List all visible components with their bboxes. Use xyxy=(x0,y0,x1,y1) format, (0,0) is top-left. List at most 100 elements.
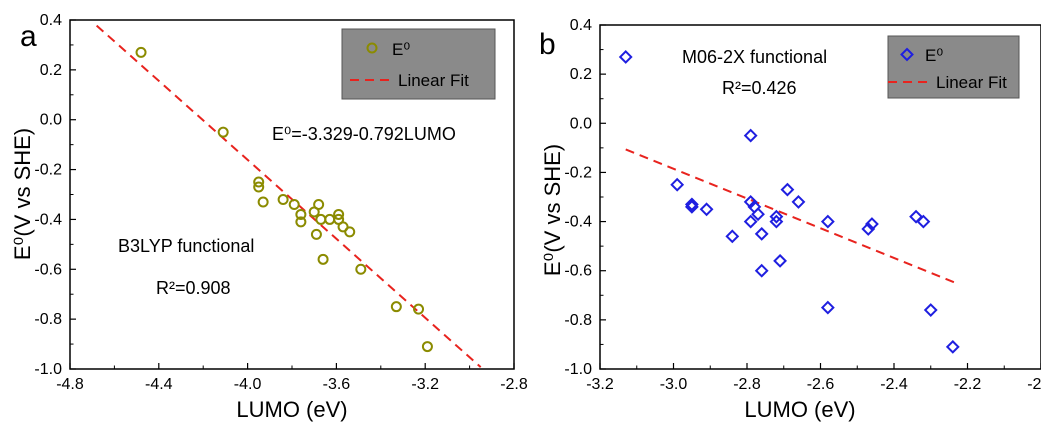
data-point-a xyxy=(324,213,336,225)
data-point-a xyxy=(295,216,307,228)
data-point-b xyxy=(916,214,931,229)
x-tick-label-a: -4.0 xyxy=(234,376,262,393)
panel-letter-b: b xyxy=(539,28,556,61)
data-point-a xyxy=(413,303,425,315)
legend-b: E⁰ Linear Fit xyxy=(887,35,1020,99)
x-tick-label-b: -2.8 xyxy=(733,376,761,393)
annotation-r2-a: R²=0.908 xyxy=(156,278,231,298)
data-point-b xyxy=(923,303,938,317)
data-point-a xyxy=(333,208,345,220)
x-tick-label-a: -3.2 xyxy=(411,376,439,393)
y-tick-label-b: -1.0 xyxy=(564,361,592,378)
data-point-b xyxy=(725,229,740,244)
data-point-b xyxy=(861,222,876,236)
x-tick-label-b: -3.2 xyxy=(586,376,614,393)
panel-letter-a: a xyxy=(20,20,37,53)
data-point-b xyxy=(670,177,685,192)
data-point-b xyxy=(820,214,835,229)
legend-box-a xyxy=(341,28,496,100)
legend-a: E⁰ Linear Fit xyxy=(341,28,496,100)
data-point-b xyxy=(754,226,769,241)
y-tick-label-a: 0.0 xyxy=(40,112,62,129)
y-tick-label-a: -0.8 xyxy=(34,311,62,328)
data-point-a xyxy=(135,46,147,58)
data-point-a xyxy=(421,341,433,353)
data-point-b xyxy=(820,300,835,315)
y-tick-label-a: 0.4 xyxy=(40,12,62,29)
data-point-b xyxy=(743,214,758,229)
data-point-b xyxy=(791,194,806,209)
annotation-r2-b: R²=0.426 xyxy=(722,78,797,98)
data-point-a xyxy=(344,226,356,238)
data-point-b xyxy=(945,339,960,354)
data-point-a xyxy=(315,213,327,225)
legend-label-marker-b: E⁰ xyxy=(925,46,943,65)
x-tick-label-a: -2.8 xyxy=(500,376,528,393)
data-point-b xyxy=(618,50,633,64)
x-tick-label-b: -2.2 xyxy=(954,376,982,393)
y-tick-label-b: -0.4 xyxy=(564,214,592,231)
panel-a: a -4.8 -4.4 -4.0 -3.6 -3.2 -2.8 -1.0 -0.8 -0.6 -0… xyxy=(10,12,528,422)
annotation-method-a: B3LYP functional xyxy=(118,236,254,256)
y-tick-label-b: -0.2 xyxy=(564,164,592,181)
data-point-a xyxy=(253,176,265,188)
annotation-method-b: M06-2X functional xyxy=(682,47,827,67)
fit-line-a xyxy=(95,24,482,368)
data-point-a xyxy=(257,196,269,208)
y-tick-label-a: -0.2 xyxy=(34,162,62,179)
x-tick-label-b: -2.4 xyxy=(880,376,908,393)
legend-label-fit-a: Linear Fit xyxy=(398,71,469,90)
data-point-a xyxy=(310,228,322,240)
data-point-b xyxy=(684,197,699,212)
data-points-a xyxy=(135,46,433,353)
x-tick-label-a: -4.4 xyxy=(145,376,173,393)
y-tick-label-b: 0.2 xyxy=(570,66,592,83)
legend-label-fit-b: Linear Fit xyxy=(936,73,1007,92)
data-point-a xyxy=(288,198,300,210)
panel-b: b -3.2 -3.0 -2.8 -2.6 -2.4 -2.2 -2.0 -1.0 -0.8 -0… xyxy=(539,17,1041,422)
fit-line-b xyxy=(625,148,957,285)
axis-ticks-a: -4.8 -4.4 -4.0 -3.6 -3.2 -2.8 -1.0 -0.8 -0.6 -0.4… xyxy=(34,12,527,393)
x-tick-label-a: -3.6 xyxy=(323,376,351,393)
data-point-b xyxy=(769,214,784,229)
data-point-b xyxy=(699,202,714,217)
legend-box-b xyxy=(887,35,1020,99)
data-point-b xyxy=(754,263,769,278)
x-tick-label-a: -4.8 xyxy=(56,376,84,393)
data-point-a xyxy=(295,208,307,220)
legend-label-marker-a: E⁰ xyxy=(392,40,410,59)
y-tick-label-a: 0.2 xyxy=(40,62,62,79)
x-tick-label-b: -2.0 xyxy=(1027,376,1041,393)
y-tick-label-b: -0.6 xyxy=(564,263,592,280)
data-point-a xyxy=(317,253,329,265)
data-point-a xyxy=(253,181,265,193)
x-axis-label-a: LUMO (eV) xyxy=(236,397,347,422)
y-tick-label-b: -0.8 xyxy=(564,312,592,329)
data-point-b xyxy=(780,182,795,197)
data-point-a xyxy=(217,126,229,138)
y-tick-label-a: -1.0 xyxy=(34,361,62,378)
data-point-b xyxy=(684,199,699,214)
y-tick-label-a: -0.6 xyxy=(34,261,62,278)
x-tick-label-b: -2.6 xyxy=(807,376,835,393)
data-point-b xyxy=(773,253,787,268)
legend-marker-b xyxy=(900,47,914,62)
data-point-a xyxy=(390,301,402,313)
data-point-a xyxy=(277,193,289,205)
data-point-b xyxy=(751,207,765,222)
y-tick-label-b: 0.4 xyxy=(570,17,592,34)
y-tick-label-a: -0.4 xyxy=(34,211,62,228)
x-tick-label-b: -3.0 xyxy=(660,376,688,393)
y-tick-label-b: 0.0 xyxy=(570,115,592,132)
axis-ticks-b: -3.2 -3.0 -2.8 -2.6 -2.4 -2.2 -2.0 -1.0 -0.8 -0.6… xyxy=(564,17,1041,393)
x-axis-label-b: LUMO (eV) xyxy=(744,397,855,422)
data-point-b xyxy=(909,209,923,224)
data-point-b xyxy=(865,217,879,231)
y-axis-label-a: E⁰(V vs SHE) xyxy=(10,128,35,260)
data-point-b xyxy=(769,209,784,224)
data-point-a xyxy=(355,263,367,275)
y-axis-label-b: E⁰(V vs SHE) xyxy=(540,144,565,276)
data-points-b xyxy=(618,50,960,354)
annotation-equation-a: E⁰=-3.329-0.792LUMO xyxy=(272,124,456,144)
